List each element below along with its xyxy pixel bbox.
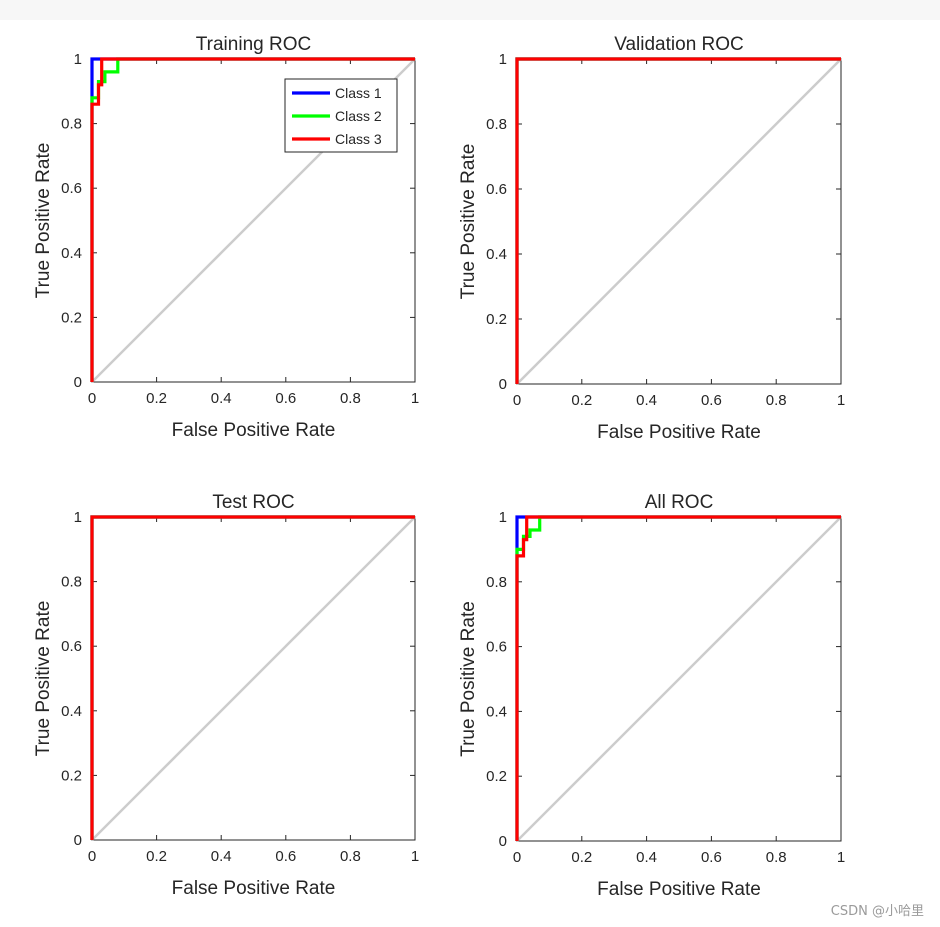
x-tick-label: 0.8 [766,849,787,866]
legend: Class 1 Class 2 Class 3 [284,78,398,153]
x-tick-label: 0 [513,849,521,866]
y-axis-label: True Positive Rate [33,601,54,757]
roc-line-class-3 [515,57,841,384]
x-tick-label: 0.6 [701,392,722,409]
x-tick-label: 0 [513,392,521,409]
y-tick-label: 0.8 [61,116,82,133]
chance-diagonal [516,516,842,842]
x-axis-label: False Positive Rate [597,422,761,443]
roc-plot-3: 0 0.2 0.4 0.6 0.8 1 0 0.2 0.4 0.6 0.8 1 Test ROC Fals… [33,492,419,899]
x-tick-label: 0 [88,390,96,407]
x-tick-label: 0.4 [636,392,657,409]
y-tick-label: 0.6 [61,180,82,197]
x-tick-label: 0.2 [571,392,592,409]
x-axis-label: False Positive Rate [597,879,761,900]
y-tick-label: 0.2 [61,767,82,784]
x-tick-label: 0.6 [275,390,296,407]
watermark: CSDN @小哈里 [830,904,924,919]
x-tick-label: 0.6 [701,849,722,866]
x-tick-label: 0.2 [571,849,592,866]
y-tick-label: 0.2 [486,311,507,328]
y-tick-label: 0 [74,374,82,391]
roc-line-class-3 [90,515,415,840]
y-tick-label: 0.4 [486,246,507,263]
y-tick-label: 0 [499,376,507,393]
y-axis-label: True Positive Rate [458,144,479,300]
roc-plot-1: 0 0.2 0.4 0.6 0.8 1 0 0.2 0.4 0.6 0.8 1 Training ROC… [33,34,419,441]
y-tick-label: 0 [499,833,507,850]
top-strip [0,0,940,20]
x-tick-label: 1 [411,848,419,865]
x-tick-label: 0.4 [211,848,232,865]
y-tick-label: 0.2 [61,309,82,326]
plot-title: Training ROC [196,34,311,55]
roc-line-class-3 [515,515,841,841]
y-tick-label: 0.6 [61,638,82,655]
y-tick-label: 1 [74,51,82,68]
y-axis-label: True Positive Rate [33,143,54,299]
y-tick-label: 1 [74,509,82,526]
chance-diagonal [516,58,842,385]
plot-title: All ROC [645,492,714,513]
x-tick-label: 0.4 [211,390,232,407]
x-axis-label: False Positive Rate [172,420,336,441]
y-tick-label: 0.6 [486,181,507,198]
x-tick-label: 0.8 [340,848,361,865]
x-tick-label: 0.8 [766,392,787,409]
y-axis-label: True Positive Rate [458,601,479,757]
y-tick-label: 0.4 [486,703,507,720]
x-tick-label: 0.2 [146,848,167,865]
legend-label: Class 3 [335,131,382,147]
y-tick-label: 0.8 [61,574,82,591]
y-tick-label: 0.8 [486,574,507,591]
y-tick-label: 0.4 [61,703,82,720]
roc-line-class-2 [515,515,841,841]
y-tick-label: 1 [499,51,507,68]
x-tick-label: 0 [88,848,96,865]
x-axis-label: False Positive Rate [172,878,336,899]
roc-plot-4: 0 0.2 0.4 0.6 0.8 1 0 0.2 0.4 0.6 0.8 1 All ROC False… [458,492,845,900]
roc-plot-2: 0 0.2 0.4 0.6 0.8 1 0 0.2 0.4 0.6 0.8 1 Validation R… [458,34,845,443]
x-tick-label: 0.2 [146,390,167,407]
y-tick-label: 0.8 [486,116,507,133]
y-tick-label: 0.4 [61,245,82,262]
roc-line-class-2 [90,57,415,382]
plot-title: Test ROC [212,492,294,513]
x-tick-label: 1 [837,392,845,409]
x-tick-label: 1 [837,849,845,866]
y-tick-label: 1 [499,509,507,526]
plot-title: Validation ROC [614,34,744,55]
y-tick-label: 0.6 [486,639,507,656]
y-tick-label: 0.2 [486,768,507,785]
legend-label: Class 1 [335,85,382,101]
x-tick-label: 0.8 [340,390,361,407]
roc-line-class-3 [90,57,415,382]
x-tick-label: 1 [411,390,419,407]
x-tick-label: 0.6 [275,848,296,865]
x-tick-label: 0.4 [636,849,657,866]
chance-diagonal [91,516,416,841]
y-tick-label: 0 [74,832,82,849]
legend-label: Class 2 [335,108,382,124]
